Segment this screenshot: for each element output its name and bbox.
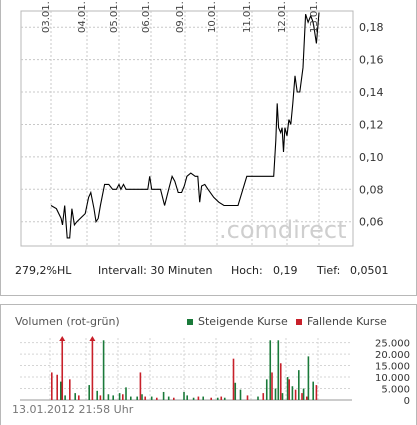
volume-overflow-arrow-icon xyxy=(59,336,66,341)
price-chart: .comdirect 03.01. 04.01. 05.01. 06.01. 09.01… xyxy=(20,1,384,247)
plot-frame xyxy=(20,10,354,247)
x-tick-label: 05.01. xyxy=(109,1,120,33)
volume-timestamp: 13.01.2012 21:58 Uhr xyxy=(12,403,134,416)
y-tick-label: 0,08 xyxy=(359,183,384,196)
y-tick-label: 0,06 xyxy=(359,216,384,229)
watermark: .comdirect xyxy=(219,216,347,244)
volume-y-tick-label: 15.000 xyxy=(375,362,410,373)
high-value: 0,19 xyxy=(273,264,298,277)
x-tick-label: 13.01. xyxy=(309,1,320,33)
x-tick-label: 09.01. xyxy=(175,1,186,33)
y-tick-label: 0,12 xyxy=(359,118,384,131)
volume-y-tick-label: 25.000 xyxy=(375,339,410,350)
volume-y-tick-label: 0 xyxy=(404,396,410,407)
y-tick-label: 0,16 xyxy=(359,54,384,67)
volume-title: Volumen (rot-grün) xyxy=(15,315,120,328)
volume-y-tick-label: 20.000 xyxy=(375,350,410,361)
price-chart-panel: .comdirect 03.01. 04.01. 05.01. 06.01. 09.01… xyxy=(0,0,417,296)
x-tick-label: 03.01. xyxy=(41,1,52,33)
volume-y-tick-label: 5.000 xyxy=(381,385,410,396)
x-tick-label: 12.01. xyxy=(277,1,288,33)
legend-rising-label: Steigende Kurse xyxy=(198,315,288,328)
legend-falling: Fallende Kurse xyxy=(296,315,387,328)
high-label: Hoch: xyxy=(231,264,263,277)
legend-falling-label: Fallende Kurse xyxy=(307,315,387,328)
low-value: 0,0501 xyxy=(350,264,389,277)
volume-chart-panel xyxy=(0,304,417,425)
y-tick-label: 0,18 xyxy=(359,21,384,34)
price-series-line xyxy=(50,12,320,239)
y-tick-label: 0,14 xyxy=(359,86,384,99)
volume-y-tick-label: 10.000 xyxy=(375,373,410,384)
rising-swatch-icon xyxy=(187,318,193,325)
x-tick-label: 04.01. xyxy=(77,1,88,33)
x-tick-label: 10.01. xyxy=(207,1,218,33)
volume-overflow-arrow-icon xyxy=(89,336,96,341)
x-tick-label: 11.01. xyxy=(242,1,253,33)
legend-rising: Steigende Kurse xyxy=(187,315,288,328)
x-tick-label: 06.01. xyxy=(141,1,152,33)
y-tick-label: 0,10 xyxy=(359,151,384,164)
performance-stat: 279,2%HL xyxy=(15,264,72,277)
falling-swatch-icon xyxy=(296,318,302,325)
interval-stat: Intervall: 30 Minuten xyxy=(98,264,213,277)
low-label: Tief: xyxy=(317,264,341,277)
